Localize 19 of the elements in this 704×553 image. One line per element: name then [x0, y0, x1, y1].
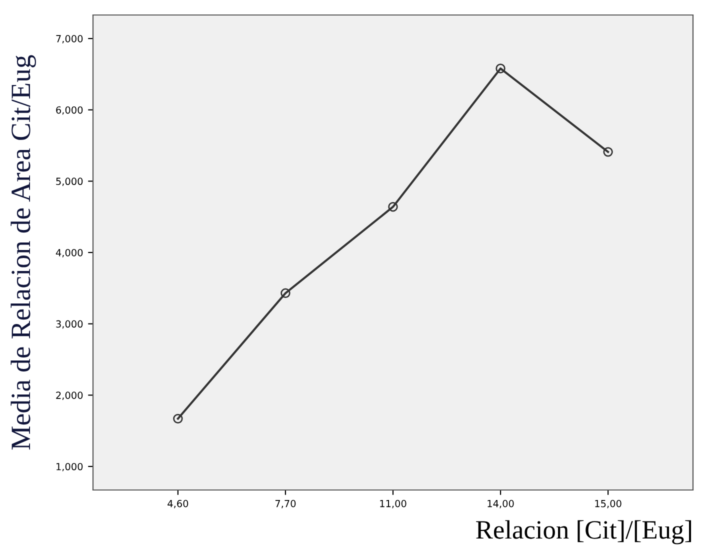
y-tick-label: 4,000	[56, 248, 83, 258]
y-tick-label: 3,000	[56, 320, 83, 329]
y-tick-label: 6,000	[56, 106, 83, 115]
point	[496, 64, 506, 74]
x-tick-label: 7,70	[275, 500, 296, 508]
point	[173, 414, 183, 424]
point	[388, 202, 398, 212]
y-axis-title: Media de Relacion de Area Cit/Eug	[10, 55, 36, 450]
y-tick-label: 2,000	[56, 392, 83, 400]
point	[603, 147, 613, 157]
x-axis-title: Relacion [Cit]/[Eug]	[476, 520, 692, 544]
x-tick-label: 4,60	[168, 500, 188, 508]
x-tick-label: 11,00	[380, 500, 406, 508]
y-tick-label: 5,000	[56, 178, 83, 186]
x-tick-label: 15,00	[595, 500, 622, 508]
point	[280, 288, 290, 298]
y-tick-label: 7,000	[56, 35, 83, 44]
y-tick-label: 1,000	[56, 462, 83, 472]
x-tick-label: 14,00	[488, 500, 514, 508]
